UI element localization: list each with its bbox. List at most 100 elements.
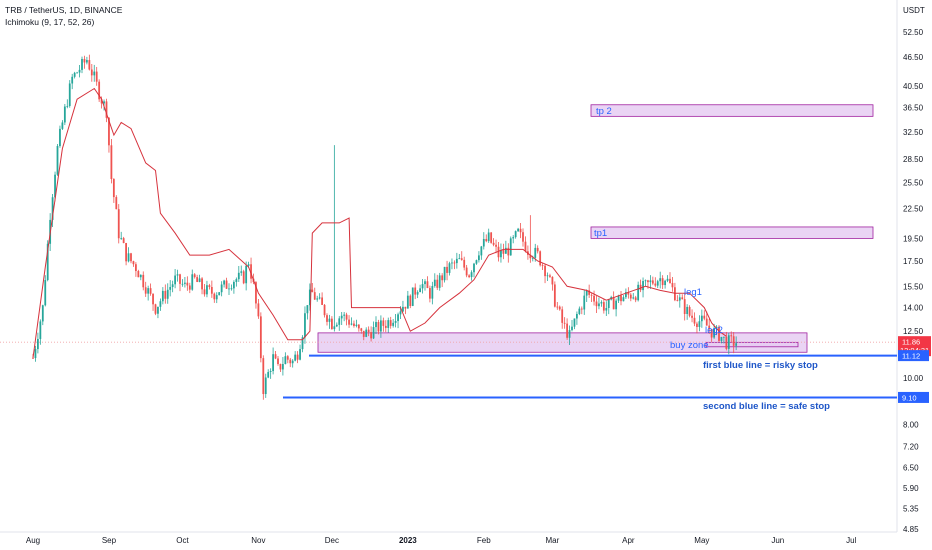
candle xyxy=(210,280,213,298)
candle-body xyxy=(203,289,206,295)
candle-body xyxy=(639,284,642,291)
candle-body xyxy=(402,306,404,312)
buy-zone-label[interactable]: buy zone xyxy=(670,340,709,351)
candle xyxy=(708,318,711,334)
candle-body xyxy=(612,297,615,310)
candle-body xyxy=(669,278,671,284)
candle xyxy=(220,281,223,297)
candle xyxy=(549,273,551,278)
candle xyxy=(622,295,625,302)
candle-body xyxy=(446,266,448,273)
leg1-label[interactable]: leg1 xyxy=(684,287,702,298)
candle-body xyxy=(262,358,265,395)
candle xyxy=(678,293,681,308)
candle-body xyxy=(664,280,666,286)
candle xyxy=(696,321,698,334)
candle-body xyxy=(161,290,164,302)
tp1-zone[interactable] xyxy=(590,226,874,239)
candle xyxy=(331,316,333,330)
candle xyxy=(86,56,88,65)
candle-body xyxy=(583,295,586,310)
candle-body xyxy=(678,297,681,301)
safe-stop-text[interactable]: second blue line = safe stop xyxy=(703,401,830,412)
candle xyxy=(110,139,113,184)
candle-body xyxy=(426,281,429,289)
candle-body xyxy=(500,250,502,258)
candle xyxy=(41,304,44,326)
candle-body xyxy=(487,232,490,242)
candle-body xyxy=(257,303,260,317)
entry-zone[interactable] xyxy=(705,341,799,348)
time-tick-label: May xyxy=(694,536,709,545)
candle xyxy=(468,274,470,279)
candle-body xyxy=(56,146,59,175)
candle xyxy=(693,312,696,327)
candle-body xyxy=(429,288,431,299)
candle xyxy=(424,279,426,291)
candle-body xyxy=(340,315,343,319)
candle xyxy=(615,298,617,317)
ichimoku-kijun-line[interactable] xyxy=(32,87,727,358)
price-axis[interactable]: USDT 52.50 46.50 40.50 36.50 32.50 28.50 25.50 2… xyxy=(896,0,925,534)
candle xyxy=(201,277,203,295)
candle xyxy=(59,125,61,148)
leg2-label[interactable]: leg2 xyxy=(705,325,723,336)
candle-body xyxy=(264,377,267,395)
candle-body xyxy=(166,289,169,299)
tp2-zone[interactable] xyxy=(590,104,874,117)
indicator-legend[interactable]: Ichimoku (9, 17, 52, 26) xyxy=(5,17,95,27)
candle-body xyxy=(397,314,399,322)
candle-body xyxy=(98,81,101,100)
candle-body xyxy=(181,283,184,285)
candle-body xyxy=(316,298,319,300)
candle xyxy=(409,294,412,309)
candle-body xyxy=(514,231,517,238)
candle-body xyxy=(468,275,470,278)
candle xyxy=(659,271,662,289)
price-tick-label: 7.20 xyxy=(903,442,919,451)
candle xyxy=(470,270,473,281)
candle xyxy=(88,54,91,71)
candles[interactable] xyxy=(32,54,738,400)
candle-body xyxy=(343,314,346,316)
candle-body xyxy=(154,304,157,314)
candle xyxy=(147,285,150,301)
tp1-label[interactable]: tp1 xyxy=(594,228,607,239)
candle-body xyxy=(294,354,297,361)
candle-body xyxy=(553,284,556,307)
candle-body xyxy=(409,295,412,306)
candle xyxy=(139,274,142,281)
candle-body xyxy=(681,297,684,300)
safe-stop-price-tag[interactable]: 9.10 xyxy=(898,391,929,403)
candle-body xyxy=(375,322,377,328)
zones xyxy=(317,104,874,353)
candle-body xyxy=(421,284,424,289)
candle-body xyxy=(688,306,691,316)
symbol-title[interactable]: TRB / TetherUS, 1D, BINANCE xyxy=(5,5,123,15)
risky-stop-price-tag[interactable]: 11.12 xyxy=(898,350,929,362)
candle xyxy=(583,290,586,315)
candle-body xyxy=(475,260,478,264)
candle-body xyxy=(137,271,140,278)
candle-body xyxy=(598,303,600,307)
candle-body xyxy=(196,277,199,282)
candle xyxy=(593,290,595,306)
risky-stop-text[interactable]: first blue line = risky stop xyxy=(703,360,818,371)
candle-body xyxy=(103,101,105,104)
candle-body xyxy=(206,285,208,295)
candle xyxy=(353,320,355,328)
candle xyxy=(443,266,446,283)
candle-body xyxy=(210,287,213,294)
candle xyxy=(333,145,336,332)
candle-body xyxy=(563,322,566,324)
buy-zone[interactable] xyxy=(317,332,808,353)
candle-body xyxy=(590,294,593,296)
candle-body xyxy=(622,297,625,302)
tp2-label[interactable]: tp 2 xyxy=(596,106,612,117)
candle xyxy=(686,304,689,320)
candle xyxy=(703,310,706,321)
time-axis[interactable]: Aug Sep Oct Nov Dec 2023 Feb Mar Apr May Jun Jul xyxy=(0,531,897,545)
candle-body xyxy=(600,302,603,304)
candle xyxy=(455,252,458,269)
